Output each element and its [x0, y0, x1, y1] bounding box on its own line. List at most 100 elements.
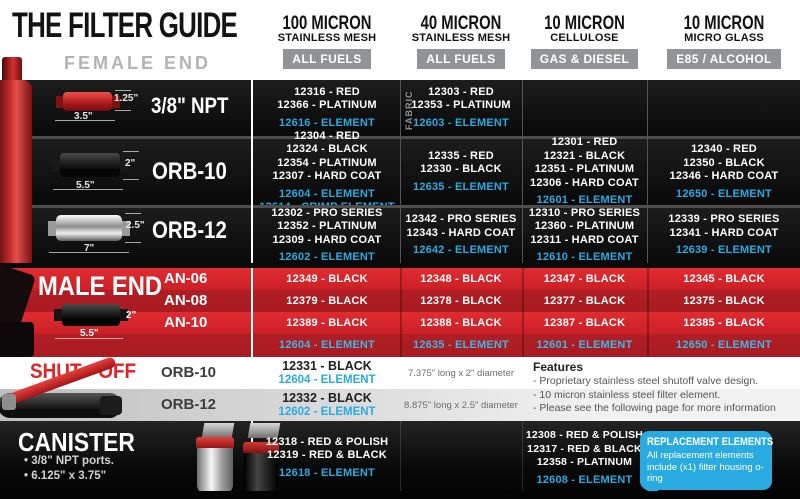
dim-line — [55, 338, 123, 339]
row-label-orb12: ORB-12 — [152, 217, 227, 244]
element-number: 12650 - ELEMENT — [676, 339, 772, 351]
part-number: 12346 - HARD COAT — [669, 170, 779, 182]
part-number: 12303 - RED — [428, 85, 494, 98]
part-number: 12324 - BLACK — [286, 143, 368, 155]
part-number: 12354 - PLATINUM — [277, 156, 377, 169]
dim-height-label: 2" — [126, 310, 137, 321]
table-cell: 12340 - RED 12350 - BLACK 12346 - HARD C… — [648, 139, 800, 205]
table-cell: 12331 - BLACK 12604 - ELEMENT — [254, 357, 400, 389]
size-note: 8.875" long x 2.5" diameter — [404, 400, 518, 411]
part-number: 12304 - RED — [294, 129, 360, 142]
canister-cap-image — [196, 437, 234, 449]
dim-width-label: 3.5" — [74, 111, 93, 122]
column-fuel-badge: ALL FUELS — [283, 49, 371, 69]
part-number: 12378 - BLACK — [420, 295, 502, 307]
table-cell: 12301 - RED 12321 - BLACK 12351 - PLATIN… — [523, 136, 646, 206]
column-fuel-badge: ALL FUELS — [417, 49, 505, 69]
part-number: 12316 - RED — [294, 85, 360, 98]
part-number: 12350 - BLACK — [683, 156, 765, 169]
column-divider — [400, 268, 402, 357]
part-number: 12349 - BLACK — [286, 273, 368, 285]
page-title: THE FILTER GUIDE — [12, 6, 238, 45]
filter-endcap-image — [56, 96, 65, 108]
part-number: 12330 - BLACK — [420, 163, 502, 176]
label-column-divider — [251, 268, 253, 357]
part-number: 12360 - PLATINUM — [534, 220, 635, 232]
dim-line — [53, 189, 123, 190]
column-fuel-badge: GAS & DIESEL — [530, 49, 639, 69]
valve-fitting-image — [2, 394, 16, 410]
column-divider — [400, 80, 401, 263]
column-micron-label: 10 MICRON — [544, 13, 625, 34]
element-number: 12602 - ELEMENT — [278, 406, 376, 418]
part-number: 12331 - BLACK — [282, 359, 372, 373]
part-number: 12308 - RED & POLISH — [525, 429, 644, 441]
dim-line — [125, 242, 141, 243]
filter-endcap-image — [52, 159, 61, 172]
table-cell: 12332 - BLACK 12602 - ELEMENT — [254, 389, 400, 421]
part-number: 12345 - BLACK — [683, 273, 765, 285]
element-number: 12639 - ELEMENT — [676, 244, 772, 257]
part-number: 12388 - BLACK — [420, 317, 502, 329]
column-divider — [522, 80, 523, 263]
table-cell: 12318 - RED & POLISH 12319 - RED & BLACK… — [254, 425, 400, 491]
label-column-divider — [251, 80, 253, 263]
part-number: 12321 - BLACK — [543, 149, 626, 162]
row-label-an06: AN-06 — [164, 270, 208, 287]
footer-bar — [0, 491, 800, 499]
part-number: 12342 - PRO SERIES — [405, 213, 517, 226]
part-number: 12302 - PRO SERIES — [271, 206, 383, 219]
feature-item: - Proprietary stainless steel shutoff va… — [533, 375, 759, 387]
element-number: 12603 - ELEMENT — [413, 116, 509, 129]
element-number: 12635 - ELEMENT — [413, 180, 509, 193]
part-number: 12352 - PLATINUM — [277, 220, 377, 232]
row-label-npt: 3/8" NPT — [151, 93, 229, 118]
element-number: 12618 - ELEMENT — [279, 466, 375, 479]
table-cell: 12335 - RED 12330 - BLACK 12635 - ELEMEN… — [401, 139, 521, 205]
column-media-label: MICRO GLASS — [684, 32, 764, 44]
part-number: 12348 - BLACK — [420, 273, 502, 285]
feature-item: - Please see the following page for more… — [533, 402, 776, 414]
dim-height-label: 2" — [125, 158, 136, 169]
filter-body-image — [56, 215, 122, 241]
feature-item: - 10 micron stainless steel filter eleme… — [533, 388, 721, 401]
part-number: 12301 - RED — [551, 136, 618, 149]
fitting-nut-image — [0, 322, 34, 357]
table-cell: 12310 - PRO SERIES 12360 - PLATINUM 1231… — [523, 207, 646, 264]
table-cell: 12304 - RED 12324 - BLACK 12354 - PLATIN… — [254, 130, 400, 214]
valve-endcap-image — [100, 396, 122, 415]
table-cell: 12303 - RED 12353 - PLATINUM 12603 - ELE… — [401, 80, 521, 136]
part-number: 12353 - PLATINUM — [411, 99, 511, 112]
male-row-an06: AN-06 12349 - BLACK 12348 - BLACK 12347 … — [0, 268, 800, 290]
element-number: 12601 - ELEMENT — [536, 339, 633, 351]
table-cell: 12342 - PRO SERIES 12343 - HARD COAT 126… — [401, 208, 521, 263]
element-number: 12608 - ELEMENT — [536, 473, 633, 486]
canister-bullet: • 3/8" NPT ports. — [24, 455, 114, 467]
filter-endcap-image — [54, 309, 63, 321]
size-note: 7.375" long x 2" diameter — [407, 368, 515, 379]
column-divider — [647, 80, 648, 263]
row-label-orb12: ORB-12 — [161, 396, 217, 413]
element-number: 12604 - ELEMENT — [279, 187, 375, 200]
dim-line — [55, 120, 115, 121]
element-number: 12602 - ELEMENT — [279, 251, 375, 263]
part-number: 12343 - HARD COAT — [406, 226, 516, 239]
part-number: 12335 - RED — [428, 149, 494, 162]
column-micron-label: 100 MICRON — [282, 13, 372, 34]
dim-line — [125, 213, 141, 214]
part-number: 12332 - BLACK — [282, 391, 372, 405]
dim-line — [49, 252, 129, 253]
element-number: 12650 - ELEMENT — [676, 187, 772, 200]
column-media-label: STAINLESS MESH — [411, 32, 511, 44]
filter-endcap-image — [119, 309, 128, 321]
filter-endcap-image — [119, 159, 128, 172]
filter-endcap-image — [48, 221, 57, 236]
dim-line — [123, 151, 139, 152]
column-header-10-micron-glass: 10 MICRON MICRO GLASS E85 / ALCOHOL — [648, 13, 800, 69]
canister-title: CANISTER — [18, 427, 135, 457]
column-micron-label: 10 MICRON — [683, 13, 765, 34]
male-row-an10: AN-10 12389 - BLACK 12388 - BLACK 12387 … — [0, 312, 800, 334]
part-number: 12306 - HARD COAT — [530, 176, 639, 189]
row-label-an10: AN-10 — [164, 314, 208, 331]
